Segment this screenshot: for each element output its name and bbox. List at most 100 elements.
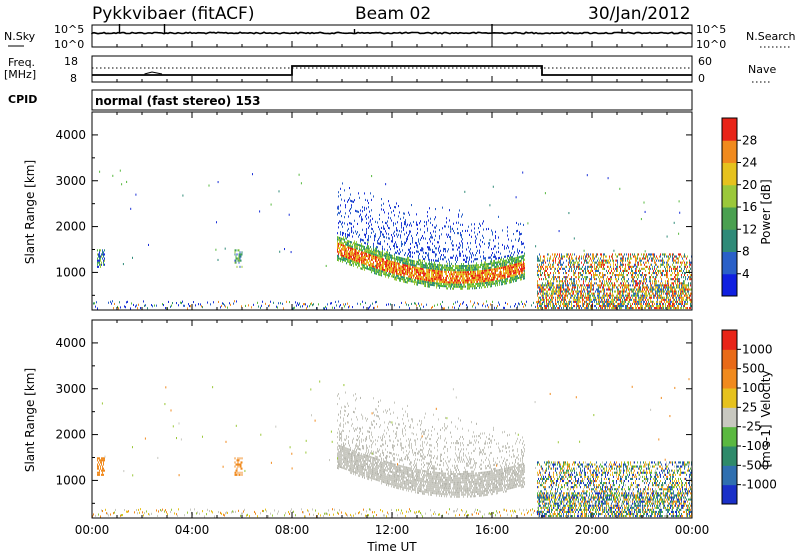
echo-0-1158 [396,264,397,267]
echo-0-488 [349,257,350,260]
echo-0-3422 [569,292,570,295]
echo-0-3550 [577,263,578,266]
echo-0-4104 [614,298,615,301]
echo-0-2485 [489,269,490,272]
echo-0-1707 [433,265,434,268]
echo-0-727 [366,246,367,249]
echo-0-801 [371,231,372,234]
echo-0-725 [366,250,367,253]
echo-0-4261 [624,298,625,301]
echo-0-3302 [561,307,562,310]
echo-0-1601 [427,281,428,284]
echo-0-333 [337,207,338,210]
echo-0-1098 [392,261,393,264]
echo-0-4969 [669,290,670,293]
echo-0-3316 [562,302,563,305]
echo-0-4766 [656,274,657,277]
echo-0-1676 [431,265,432,268]
echo-0-3852 [598,298,599,301]
echo-0-1239 [401,226,402,229]
echo-0-4144 [617,296,618,299]
echo-0-3578 [579,280,580,283]
echo-0-614 [358,258,359,261]
echo-0-521 [351,255,352,258]
echo-0-26 [140,307,141,310]
echo-0-4528 [641,302,642,305]
echo-0-4270 [624,269,625,272]
echo-0-2963 [538,276,539,279]
echo-0-4191 [620,292,621,295]
echo-0-4032 [609,286,610,289]
echo-0-156 [386,303,387,306]
echo-0-3465 [572,292,573,295]
echo-0-2981 [539,259,540,262]
echo-0-4209 [621,294,622,297]
echo-0-3983 [606,298,607,301]
echo-0-4183 [619,253,620,256]
echo-0-2003 [455,275,456,278]
echo-0-4946 [668,302,669,305]
echo-0-4583 [644,263,645,266]
echo-0-992 [385,271,386,274]
echo-0-4668 [650,288,651,291]
echo-0-1479 [418,269,419,272]
echo-0-3627 [583,292,584,295]
echo-0-3632 [583,278,584,281]
echo-0-3502 [574,280,575,283]
echo-0-3176 [552,263,553,266]
echo-0-1033 [388,276,389,279]
echo-0-108 [302,305,303,308]
echo-0-4327 [628,272,629,275]
echo-0-818 [373,267,374,270]
echo-0-3856 [598,290,599,293]
echo-0-4384 [632,276,633,279]
echo-0-1491 [419,277,420,280]
echo-0-4495 [639,298,640,301]
echo-0-2401 [483,271,484,274]
echo-0-1301 [405,221,406,224]
echo-0-1945 [450,236,451,239]
echo-0-4652 [649,280,650,283]
echo-0-3842 [597,284,598,287]
echo-0-206 [483,302,484,305]
echo-0-2770 [512,278,513,281]
echo-0-1184 [398,275,399,278]
echo-0-923 [380,257,381,260]
echo-0-1572 [424,220,425,223]
echo-0-431 [345,257,346,260]
echo-0-526 [351,245,352,248]
echo-0-3909 [601,263,602,266]
echo-0-1485 [418,254,419,257]
echo-0-2914 [523,273,524,276]
echo-0-1621 [428,277,429,280]
echo-0-4525 [640,257,641,260]
echo-0-754 [368,249,369,252]
echo-0-4950 [668,292,669,295]
echo-0-4905 [665,253,666,256]
echo-0-2964 [538,274,539,277]
echo-0-661 [361,216,362,219]
echo-0-527 [351,241,352,244]
echo-0-1157 [396,266,397,269]
echo-0-2660 [503,266,504,269]
echo-0-1575 [425,280,426,283]
echo-0-4450 [636,280,637,283]
echo-0-4122 [615,263,616,266]
echo-0-524 [351,249,352,252]
echo-0-3133 [549,257,550,260]
echo-0-4021 [608,265,609,268]
echo-0-3177 [552,259,553,262]
echo-0-349 [338,195,339,198]
echo-0-4430 [635,280,636,283]
echo-0-1839 [442,268,443,271]
echo-0-4053 [610,265,611,268]
echo-0-797 [371,254,372,257]
echo-0-2047 [458,271,459,274]
echo-0-147 [368,307,369,310]
echo-0-1352 [409,269,410,272]
echo-0-463 [347,244,348,247]
echo-0-3332 [563,305,564,308]
echo-0-3921 [602,288,603,291]
echo-0-1557 [423,251,424,254]
echo-0-4099 [613,261,614,264]
